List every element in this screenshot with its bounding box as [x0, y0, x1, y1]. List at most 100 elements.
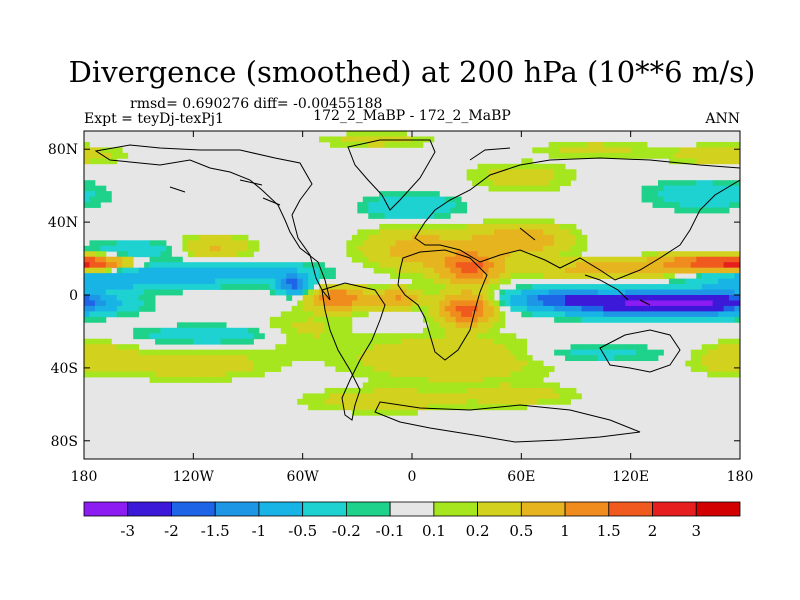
contour-cell: [280, 322, 287, 329]
contour-cell: [619, 273, 626, 279]
contour-cell: [543, 284, 550, 290]
contour-cell: [696, 366, 703, 372]
contour-cell: [625, 349, 632, 356]
contour-cell: [412, 377, 418, 383]
contour-cell: [100, 158, 107, 165]
contour-cell: [450, 377, 457, 383]
contour-cell: [532, 371, 539, 378]
contour-cell: [701, 295, 708, 301]
contour-cell: [532, 360, 539, 367]
contour-cell: [674, 267, 681, 274]
contour-cell: [488, 300, 495, 307]
contour-cell: [133, 284, 140, 290]
contour-cell: [455, 284, 462, 290]
contour-cell: [368, 234, 375, 241]
contour-cell: [417, 295, 424, 301]
contour-cell: [504, 349, 511, 356]
contour-cell: [592, 147, 599, 154]
contour-cell: [253, 349, 260, 356]
contour-cell: [510, 371, 517, 378]
contour-cell: [390, 267, 396, 274]
contour-cell: [576, 344, 582, 351]
contour-cell: [532, 234, 539, 241]
contour-cell: [679, 267, 686, 274]
contour-cell: [614, 267, 621, 274]
contour-cell: [313, 267, 320, 274]
contour-cell: [499, 169, 506, 176]
contour-cell: [718, 338, 724, 345]
contour-cell: [559, 284, 566, 290]
contour-cell: [138, 245, 145, 252]
contour-cell: [384, 338, 391, 345]
contour-cell: [357, 366, 364, 372]
contour-cell: [428, 349, 435, 356]
contour-cell: [428, 278, 435, 285]
contour-cell: [226, 377, 232, 383]
contour-cell: [324, 289, 331, 296]
contour-cell: [483, 393, 489, 400]
contour-cell: [510, 267, 517, 274]
contour-cell: [581, 305, 588, 312]
contour-cell: [526, 229, 533, 236]
contour-cell: [521, 355, 528, 361]
contour-cell: [313, 349, 320, 356]
contour-cell: [483, 300, 489, 307]
contour-cell: [472, 371, 478, 378]
contour-cell: [412, 229, 418, 236]
contour-cell: [401, 136, 407, 143]
contour-cell: [663, 289, 670, 296]
contour-cell: [422, 382, 429, 389]
contour-cell: [565, 316, 571, 323]
contour-cell: [494, 273, 500, 279]
contour-cell: [543, 295, 550, 301]
contour-cell: [302, 349, 309, 356]
contour-cell: [723, 311, 730, 318]
contour-cell: [586, 349, 593, 356]
contour-cell: [379, 141, 386, 148]
contour-cell: [647, 196, 653, 203]
contour-cell: [685, 295, 692, 301]
contour-cell: [368, 344, 375, 351]
contour-cell: [166, 366, 172, 372]
contour-cell: [308, 267, 314, 274]
contour-cell: [111, 366, 118, 372]
contour-cell: [401, 393, 407, 400]
contour-cell: [286, 278, 293, 285]
contour-cell: [477, 305, 484, 312]
contour-cell: [718, 311, 724, 318]
contour-cell: [494, 305, 500, 312]
contour-cell: [652, 196, 659, 203]
contour-cell: [149, 278, 156, 285]
contour-cell: [559, 234, 566, 241]
contour-cell: [570, 387, 577, 394]
contour-cell: [543, 174, 550, 181]
contour-cell: [537, 300, 544, 307]
contour-cell: [685, 158, 692, 165]
contour-cell: [384, 371, 391, 378]
contour-cell: [586, 284, 593, 290]
contour-cell: [351, 366, 358, 372]
contour-cell: [176, 360, 183, 367]
contour-cell: [379, 300, 386, 307]
contour-cell: [510, 349, 517, 356]
contour-cell: [395, 267, 402, 274]
contour-cell: [116, 147, 123, 154]
contour-cell: [187, 377, 194, 383]
contour-cell: [510, 234, 517, 241]
contour-cell: [422, 136, 429, 143]
contour-cell: [248, 371, 254, 378]
contour-cell: [297, 289, 304, 296]
contour-cell: [625, 141, 632, 148]
contour-cell: [472, 229, 478, 236]
contour-cell: [718, 158, 724, 165]
contour-cell: [444, 338, 451, 345]
contour-cell: [576, 305, 582, 312]
contour-cell: [663, 300, 670, 307]
contour-cell: [237, 371, 243, 378]
contour-cell: [548, 398, 555, 405]
contour-cell: [166, 338, 172, 345]
contour-cell: [488, 349, 495, 356]
contour-cell: [280, 355, 287, 361]
contour-cell: [160, 278, 167, 285]
contour-cell: [641, 316, 648, 323]
